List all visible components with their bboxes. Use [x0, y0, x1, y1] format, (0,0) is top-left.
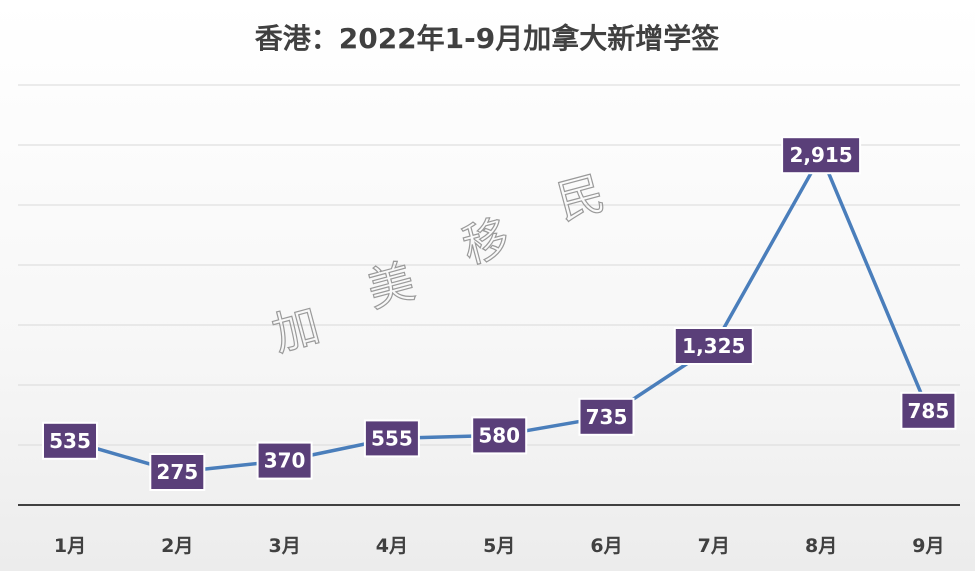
data-label-box	[578, 397, 635, 436]
data-label-text: 555	[371, 426, 413, 450]
data-label-text: 1,325	[682, 334, 745, 358]
data-label-text: 580	[478, 423, 520, 447]
data-label: 580	[471, 416, 528, 455]
data-label: 535	[42, 421, 98, 460]
data-label-text: 735	[586, 405, 628, 429]
watermark-char: 美	[362, 254, 420, 318]
x-tick-label: 2月	[161, 535, 193, 557]
data-label: 735	[578, 397, 635, 436]
data-label: 1,325	[673, 327, 754, 365]
watermark-char: 民	[552, 166, 610, 230]
chart-title: 香港：2022年1-9月加拿大新增学签	[255, 22, 720, 55]
x-tick-label: 9月	[912, 535, 944, 557]
data-label-box	[781, 136, 862, 175]
x-tick-label: 1月	[54, 535, 86, 557]
data-label-box	[149, 453, 206, 491]
data-label-text: 275	[156, 460, 198, 484]
x-tick-label: 8月	[805, 535, 837, 557]
x-tick-label: 5月	[483, 535, 515, 557]
data-label-text: 535	[49, 429, 91, 453]
data-label-box	[900, 391, 957, 430]
data-label: 785	[900, 391, 957, 430]
watermark-char: 加	[267, 298, 325, 362]
data-labels: 535 275 370 555 580 735 1,325 2,915 785	[42, 136, 957, 491]
data-label-box	[363, 419, 420, 458]
data-label: 275	[149, 453, 206, 491]
data-label-box	[256, 441, 313, 480]
data-label-box	[673, 327, 754, 365]
x-tick-label: 4月	[376, 535, 408, 557]
data-label-text: 370	[264, 449, 306, 473]
data-label: 555	[363, 419, 420, 458]
x-tick-label: 3月	[268, 535, 300, 557]
x-tick-label: 6月	[590, 535, 622, 557]
x-tick-label: 7月	[698, 535, 730, 557]
data-label-text: 2,915	[789, 143, 852, 167]
data-label: 370	[256, 441, 313, 480]
grid	[18, 84, 960, 446]
watermark-char: 移	[457, 210, 515, 274]
data-label: 2,915	[781, 136, 862, 175]
x-axis-ticks: 1月 2月 3月 4月 5月 6月 7月 8月 9月	[54, 535, 945, 557]
data-label-text: 785	[908, 399, 950, 423]
data-label-box	[471, 416, 528, 455]
data-label-box	[42, 421, 98, 460]
